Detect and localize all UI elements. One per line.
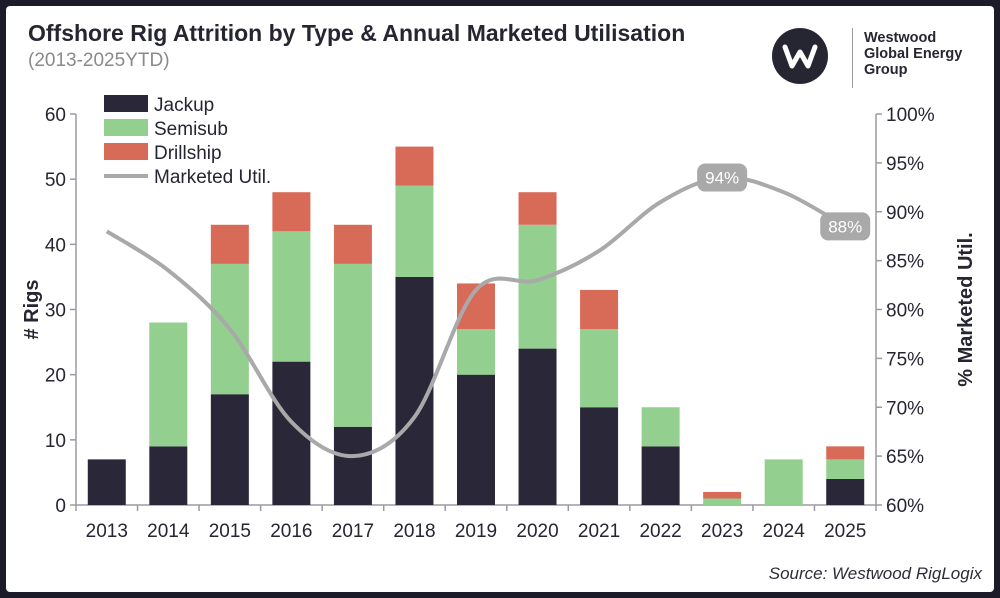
right-tick-label: 75% (886, 349, 924, 370)
legend-swatch-drillship (104, 143, 148, 160)
x-tick-label: 2021 (578, 521, 620, 542)
x-tick-label: 2025 (824, 521, 866, 542)
bar-jackup (641, 446, 680, 505)
bar-drillship (518, 192, 557, 225)
util-annotation-label: 88% (828, 217, 862, 236)
bar-jackup (826, 478, 865, 505)
bar-jackup (210, 394, 249, 505)
bar-jackup (333, 426, 372, 505)
bar-drillship (210, 224, 249, 264)
bar-semisub (641, 407, 680, 447)
left-tick-label: 40 (45, 235, 66, 256)
logo-divider (852, 28, 853, 88)
right-tick-label: 60% (886, 496, 924, 517)
x-tick-label: 2016 (270, 521, 312, 542)
bar-semisub (149, 322, 188, 447)
x-tick-label: 2024 (763, 521, 806, 542)
x-tick-label: 2019 (455, 521, 497, 542)
bar-semisub (703, 498, 742, 505)
util-annotation-badge (820, 212, 871, 241)
y2-axis-title: % Marketed Util. (955, 232, 977, 386)
right-tick-label: 70% (886, 398, 924, 419)
bar-jackup (580, 407, 619, 505)
bar-jackup (457, 374, 495, 505)
right-tick-label: 100% (886, 105, 935, 126)
util-annotation-label: 94% (705, 169, 739, 188)
left-tick-label: 30 (45, 301, 66, 322)
x-tick-label: 2015 (209, 521, 251, 542)
westwood-logo-icon (772, 28, 828, 84)
bar-drillship (703, 491, 742, 499)
logo-text-line-3: Group (864, 62, 908, 78)
x-tick-label: 2022 (639, 521, 681, 542)
bar-semisub (333, 263, 372, 427)
right-tick-label: 90% (886, 203, 924, 224)
legend-label: Semisub (154, 119, 228, 140)
bar-jackup (87, 459, 126, 505)
bar-semisub (395, 185, 434, 277)
x-tick-label: 2020 (516, 521, 558, 542)
left-tick-label: 20 (45, 366, 66, 387)
x-tick-label: 2023 (701, 521, 743, 542)
source-note: Source: Westwood RigLogix (768, 564, 982, 583)
logo-text-line-1: Westwood (864, 30, 937, 46)
left-tick-label: 60 (45, 105, 66, 126)
bar-semisub (272, 231, 311, 362)
bar-jackup (149, 446, 188, 505)
right-tick-label: 65% (886, 447, 924, 468)
bar-semisub (826, 459, 865, 479)
bar-jackup (518, 348, 557, 505)
x-tick-label: 2014 (147, 521, 190, 542)
legend-label: Marketed Util. (154, 167, 271, 188)
right-tick-label: 85% (886, 252, 924, 273)
legend-swatch-semisub (104, 119, 148, 136)
x-tick-label: 2013 (86, 521, 128, 542)
bar-semisub (764, 459, 803, 505)
x-tick-label: 2017 (332, 521, 374, 542)
left-tick-label: 0 (55, 496, 66, 517)
left-tick-label: 50 (45, 170, 66, 191)
legend-label: Drillship (154, 143, 222, 164)
chart-title: Offshore Rig Attrition by Type & Annual … (28, 20, 686, 46)
bar-semisub (518, 224, 557, 349)
bar-semisub (457, 329, 495, 375)
bar-drillship (333, 224, 372, 264)
left-tick-label: 10 (45, 431, 66, 452)
bar-drillship (826, 446, 865, 460)
x-tick-label: 2018 (393, 521, 435, 542)
legend-swatch-jackup (104, 95, 148, 112)
bar-drillship (580, 289, 619, 330)
legend-label: Jackup (154, 95, 214, 116)
bar-semisub (580, 329, 619, 408)
bar-drillship (272, 192, 311, 232)
right-tick-label: 80% (886, 301, 924, 322)
chart-subtitle: (2013-2025YTD) (28, 50, 170, 71)
util-annotation-badge (697, 163, 748, 192)
bar-drillship (395, 146, 434, 186)
logo-text-line-2: Global Energy (864, 46, 963, 62)
logo-text: Westwood Global Energy Group (864, 30, 962, 78)
y-axis-title: # Rigs (21, 279, 43, 339)
right-tick-label: 95% (886, 154, 924, 175)
